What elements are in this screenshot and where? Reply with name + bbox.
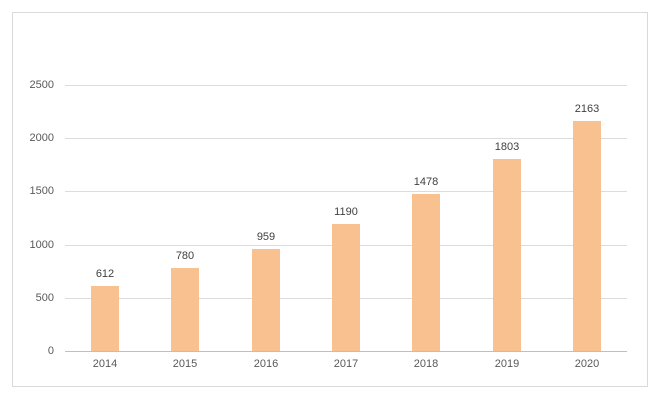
bar-value-label: 1803	[494, 141, 520, 153]
bar-value-label: 1478	[413, 176, 439, 188]
y-tick-label: 2000	[29, 132, 54, 144]
y-tick-label: 0	[47, 345, 54, 357]
chart-frame: 0 500 1000 1500 2000 2500 612 2014 780 2015 959 201…	[12, 12, 648, 387]
bar-value-label: 2163	[574, 103, 600, 115]
y-tick-label: 1000	[29, 239, 54, 251]
x-tick-label: 2019	[494, 358, 520, 370]
x-tick-label: 2017	[333, 358, 359, 370]
bar-2014	[91, 286, 119, 351]
bar-2019	[493, 159, 521, 351]
y-tick-label: 500	[35, 292, 54, 304]
bar-value-label: 959	[256, 231, 276, 243]
bar-2018	[412, 194, 440, 351]
x-axis-line	[65, 351, 627, 352]
gridline	[65, 138, 627, 139]
bar-2017	[332, 224, 360, 351]
gridline	[65, 85, 627, 86]
x-tick-label: 2018	[413, 358, 439, 370]
bar-value-label: 780	[175, 250, 195, 262]
bar-2020	[573, 121, 601, 351]
gridline	[65, 191, 627, 192]
x-tick-label: 2016	[253, 358, 279, 370]
y-tick-label: 2500	[29, 79, 54, 91]
x-tick-label: 2015	[172, 358, 198, 370]
bar-value-label: 612	[95, 268, 115, 280]
x-tick-label: 2014	[92, 358, 118, 370]
bar-value-label: 1190	[334, 206, 358, 218]
bar-2016	[252, 249, 280, 351]
x-tick-label: 2020	[574, 358, 600, 370]
y-tick-label: 1500	[29, 185, 54, 197]
bar-2015	[171, 268, 199, 351]
